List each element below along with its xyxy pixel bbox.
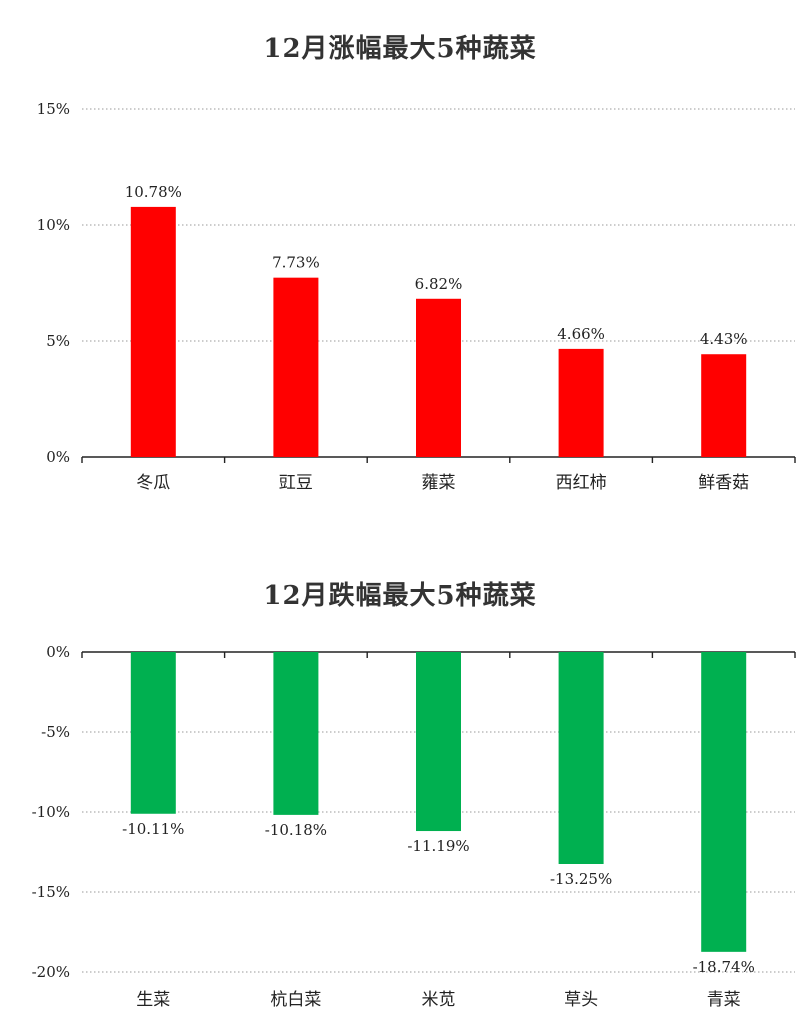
data-label: -11.19% <box>407 837 469 855</box>
y-tick-label: -5% <box>41 723 70 741</box>
x-category-label: 豇豆 <box>279 473 313 493</box>
data-label: 6.82% <box>415 275 463 293</box>
bar <box>130 206 176 457</box>
data-label: -10.18% <box>265 821 327 839</box>
bar <box>130 652 176 814</box>
data-label: -10.11% <box>122 820 184 838</box>
bar <box>416 652 461 832</box>
bar <box>558 652 604 864</box>
increase-bar-chart: 0% 5% 10% 15% 10.78% 冬瓜 7.73% 豇豆 6.82% 蕹菜 4.66% 西红柿… <box>37 100 796 493</box>
x-category-label: 生菜 <box>136 990 170 1010</box>
data-label: -13.25% <box>550 870 612 888</box>
x-category-label: 蕹菜 <box>422 473 456 493</box>
bar <box>273 652 319 815</box>
bar <box>701 652 747 952</box>
y-tick-label: 0% <box>46 643 70 661</box>
y-tick-label: 10% <box>37 216 70 234</box>
bar <box>701 354 747 457</box>
data-label: 4.43% <box>700 330 748 348</box>
chart-title-increase: 12月涨幅最大5种蔬菜 <box>263 34 537 64</box>
data-label: -18.74% <box>693 958 755 976</box>
bar <box>273 277 319 457</box>
x-category-label: 西红柿 <box>556 473 607 493</box>
y-tick-label: -10% <box>32 803 70 821</box>
data-label: 7.73% <box>272 254 320 272</box>
x-category-label: 冬瓜 <box>136 473 170 493</box>
y-tick-label: -20% <box>32 963 70 981</box>
x-category-label: 青菜 <box>707 990 741 1010</box>
y-tick-label: 15% <box>37 100 70 118</box>
data-label: 10.78% <box>125 183 182 201</box>
y-tick-label: -15% <box>32 883 70 901</box>
data-label: 4.66% <box>557 325 605 343</box>
y-tick-label: 5% <box>46 332 70 350</box>
bar <box>558 348 604 457</box>
x-category-label: 鲜香菇 <box>698 473 749 493</box>
x-category-label: 杭白菜 <box>270 990 321 1010</box>
x-category-label: 草头 <box>564 990 598 1010</box>
bar <box>416 298 461 457</box>
y-tick-label: 0% <box>46 448 70 466</box>
x-category-label: 米苋 <box>422 990 456 1010</box>
chart-title-decrease: 12月跌幅最大5种蔬菜 <box>263 581 537 611</box>
